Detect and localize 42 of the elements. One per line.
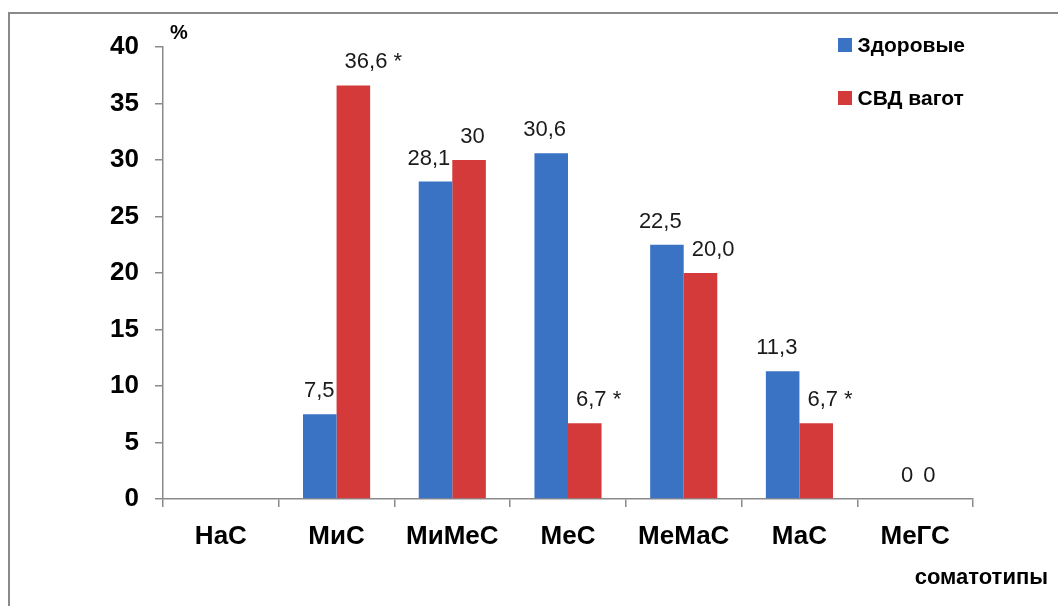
y-tick-label: 5	[124, 425, 139, 456]
legend-label: СВД вагот	[857, 85, 964, 110]
data-label: 30,6	[523, 116, 566, 142]
data-label: 36,6 *	[344, 48, 403, 74]
y-tick-label: 0	[124, 482, 139, 513]
data-label: 20,0	[691, 236, 735, 262]
y-tick-label: 25	[110, 199, 139, 230]
bar	[765, 371, 800, 499]
x-tick-label: МиС	[308, 519, 365, 550]
x-tick-label: МаС	[771, 519, 828, 550]
data-label: 22,5	[638, 207, 682, 233]
legend-label: Здоровые	[857, 32, 965, 57]
y-tick-label: 40	[110, 30, 139, 61]
bar	[534, 153, 568, 499]
bar	[452, 160, 486, 499]
data-label: 0	[923, 462, 936, 488]
bar	[650, 244, 684, 499]
bar	[336, 85, 371, 499]
x-tick-label: МиМеС	[406, 519, 499, 550]
data-label: 28,1	[407, 144, 451, 170]
y-axis-title: %	[170, 20, 188, 43]
x-tick-label: НаС	[194, 519, 248, 550]
y-tick-label: 20	[110, 256, 139, 287]
y-tick-label: 35	[110, 86, 139, 117]
y-tick-label: 15	[110, 312, 139, 343]
x-tick-label: МеС	[540, 519, 596, 550]
data-label: 6,7 *	[807, 386, 854, 412]
bar	[568, 423, 602, 499]
data-label: 30	[460, 123, 485, 149]
x-tick-label: МеМаС	[638, 519, 730, 550]
x-axis-title: соматотипы	[914, 564, 1048, 590]
data-label: 11,3	[756, 334, 798, 360]
data-label: 6,7 *	[576, 386, 622, 412]
x-tick-label: МеГС	[880, 519, 951, 550]
bar	[799, 423, 833, 499]
bar	[303, 414, 337, 499]
bar	[683, 273, 718, 499]
bar	[418, 181, 453, 499]
data-label: 0	[900, 462, 914, 488]
y-tick-label: 30	[110, 143, 139, 174]
y-tick-label: 10	[110, 369, 139, 400]
data-label: 7,5	[303, 377, 335, 403]
